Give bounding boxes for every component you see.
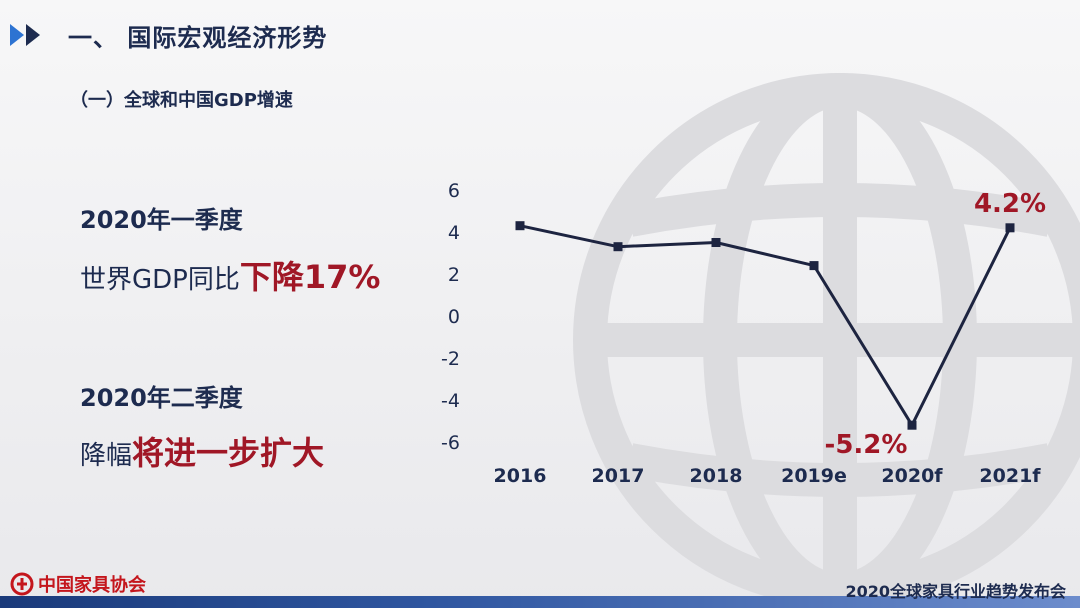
x-tick-label: 2016 <box>494 465 547 487</box>
subsection-title: （一）全球和中国GDP增速 <box>70 90 293 111</box>
x-tick-label: 2017 <box>592 465 645 487</box>
x-tick-label: 2018 <box>690 465 743 487</box>
x-tick-label: 2019e <box>781 465 847 487</box>
data-point <box>515 221 525 231</box>
data-label: -5.2% <box>825 430 908 460</box>
q1-period-label: 2020年一季度 <box>80 206 243 234</box>
organization-name: 中国家具协会 <box>38 575 146 596</box>
association-logo-icon <box>10 572 34 596</box>
x-tick-label: 2021f <box>979 465 1041 487</box>
y-tick-label: -2 <box>441 348 460 370</box>
q2-text: 降幅 <box>80 441 133 471</box>
data-point <box>809 261 819 271</box>
q2-statement: 降幅将进一步扩大 <box>80 428 324 474</box>
data-point <box>1005 223 1015 233</box>
data-label: 4.2% <box>974 189 1046 219</box>
y-tick-label: 4 <box>448 222 460 244</box>
globe-watermark-icon <box>573 73 1080 607</box>
y-tick-label: -6 <box>441 432 460 454</box>
q2-emphasis: 将进一步扩大 <box>132 434 325 472</box>
data-point <box>613 242 623 252</box>
footer-logo: 中国家具协会 <box>10 570 146 598</box>
q1-text: 世界GDP同比 <box>80 265 240 295</box>
x-tick-label: 2020f <box>881 465 943 487</box>
gdp-growth-line-chart: 6 4 2 0 -2 -4 -6 2016 2017 2018 2019e 2020f 2021f -5.… <box>441 180 1046 487</box>
y-tick-label: 2 <box>448 264 460 286</box>
y-tick-label: 6 <box>448 180 460 202</box>
data-point <box>711 238 721 247</box>
q1-statement: 世界GDP同比下降17% <box>80 252 380 298</box>
footer-bar <box>0 596 1080 608</box>
double-arrow-icon <box>10 24 40 46</box>
y-tick-label: -4 <box>441 390 460 412</box>
event-name: 2020全球家具行业趋势发布会 <box>845 582 1066 601</box>
series-line <box>519 224 1012 427</box>
data-point <box>907 420 917 430</box>
q1-emphasis: 下降17% <box>239 258 381 296</box>
section-title: 一、 国际宏观经济形势 <box>68 24 328 52</box>
y-tick-label: 0 <box>448 306 460 328</box>
q2-period-label: 2020年二季度 <box>80 384 243 412</box>
